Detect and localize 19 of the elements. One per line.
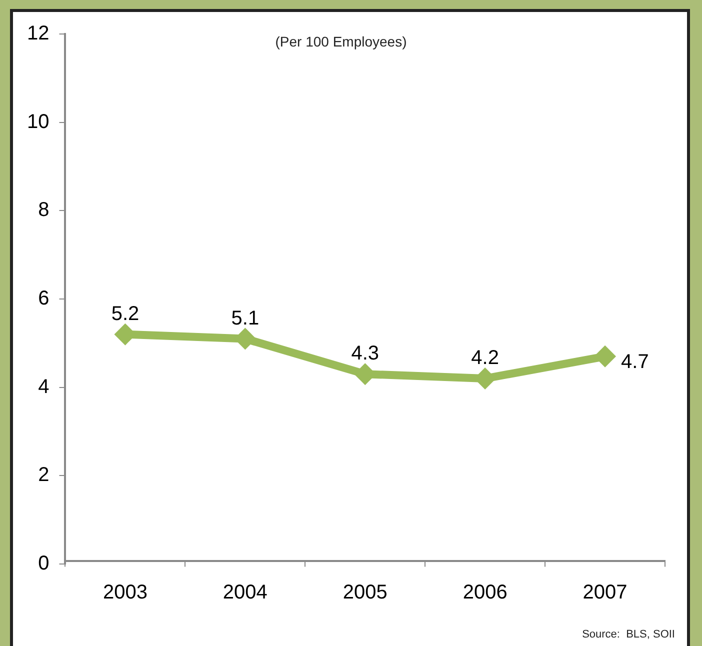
x-tick-label: 2006 [462,581,508,604]
y-tick-label: 0 [38,552,50,575]
source-note: Source: BLS, SOII [582,628,675,641]
data-label: 4.2 [471,347,499,370]
data-label: 4.7 [621,350,649,373]
y-tick-label: 8 [38,199,50,222]
y-tick-label: 2 [38,464,50,486]
y-tick-label: 6 [38,288,50,310]
x-tick-label: 2005 [342,581,388,604]
x-tick-label: 2007 [582,581,628,604]
data-label: 4.3 [351,342,380,365]
data-label: 5.1 [231,307,260,330]
y-tick-label: 4 [38,376,50,398]
chart-subtitle: (Per 100 Employees) [275,33,407,50]
x-tick-label: 2003 [102,581,148,604]
x-tick-label: 2004 [222,581,268,604]
y-tick-label: 12 [26,22,50,45]
y-tick-label: 10 [26,110,50,133]
data-label: 5.2 [111,302,140,325]
